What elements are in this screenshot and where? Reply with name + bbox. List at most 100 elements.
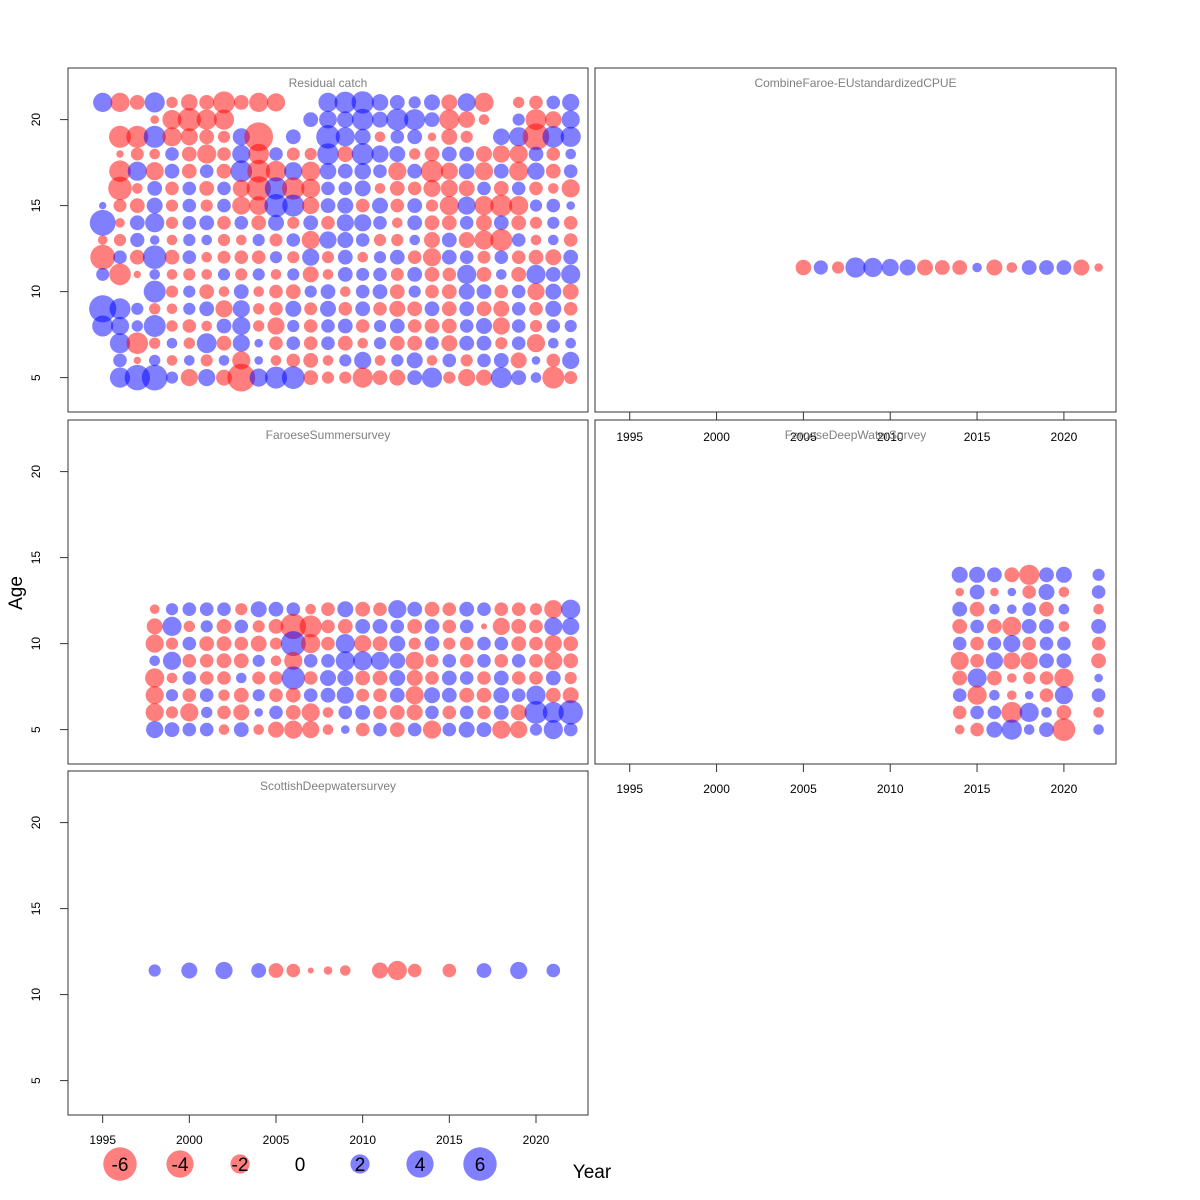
residual-bubble bbox=[457, 196, 476, 215]
residual-bubble bbox=[115, 218, 125, 228]
residual-bubble bbox=[372, 670, 388, 686]
residual-bubble bbox=[1058, 603, 1070, 615]
residual-bubble bbox=[270, 655, 282, 667]
residual-bubble bbox=[182, 181, 197, 196]
residual-bubble bbox=[181, 146, 197, 162]
residual-bubble bbox=[373, 705, 387, 720]
residual-bubble bbox=[441, 687, 457, 703]
residual-bubble bbox=[285, 300, 302, 317]
residual-bubble bbox=[286, 353, 301, 368]
residual-bubble bbox=[109, 125, 131, 148]
residual-bubble bbox=[1003, 635, 1021, 653]
residual-bubble bbox=[969, 566, 986, 583]
residual-bubble bbox=[493, 181, 509, 196]
residual-bubble bbox=[1054, 668, 1074, 688]
residual-bubble bbox=[459, 687, 475, 703]
y-tick-label: 15 bbox=[29, 902, 43, 916]
residual-bubble bbox=[184, 355, 195, 366]
residual-bubble bbox=[511, 688, 526, 702]
residual-bubble bbox=[562, 93, 580, 111]
residual-bubble bbox=[441, 318, 457, 334]
residual-bubble bbox=[524, 701, 548, 724]
residual-bubble bbox=[285, 284, 301, 299]
residual-bubble bbox=[457, 264, 477, 284]
residual-bubble bbox=[232, 196, 251, 215]
residual-bubble bbox=[233, 687, 249, 703]
residual-bubble bbox=[566, 201, 575, 210]
residual-bubble bbox=[301, 230, 320, 250]
residual-bubble bbox=[109, 367, 131, 388]
residual-bubble bbox=[545, 267, 561, 282]
residual-bubble bbox=[149, 269, 160, 280]
residual-bubble bbox=[795, 259, 812, 276]
residual-bubble bbox=[354, 351, 372, 369]
residual-bubble bbox=[269, 671, 283, 685]
residual-bubble bbox=[217, 250, 231, 264]
residual-bubble bbox=[881, 258, 899, 277]
legend-bubble bbox=[350, 1154, 370, 1174]
residual-bubble bbox=[390, 130, 405, 144]
residual-bubble bbox=[424, 301, 440, 317]
residual-bubble bbox=[389, 318, 405, 334]
residual-bubble bbox=[496, 269, 507, 280]
x-tick-label: 2000 bbox=[176, 1133, 203, 1147]
residual-bubble bbox=[407, 250, 422, 264]
residual-bubble bbox=[372, 962, 388, 979]
residual-bubble bbox=[1091, 653, 1106, 669]
residual-bubble bbox=[409, 234, 421, 246]
residual-bubble bbox=[252, 671, 266, 685]
residual-bubble bbox=[281, 366, 305, 389]
residual-bubble bbox=[199, 215, 215, 231]
residual-bubble bbox=[199, 95, 215, 110]
x-tick-label: 2005 bbox=[790, 782, 817, 796]
residual-bubble bbox=[317, 143, 339, 165]
residual-bubble bbox=[217, 671, 231, 685]
residual-bubble bbox=[109, 298, 131, 320]
residual-bubble bbox=[249, 368, 268, 387]
residual-bubble bbox=[181, 163, 197, 179]
legend-label: 0 bbox=[295, 1155, 306, 1176]
residual-bubble bbox=[1091, 585, 1106, 599]
residual-bubble bbox=[113, 199, 127, 213]
residual-bubble bbox=[338, 705, 353, 720]
residual-bubble bbox=[458, 283, 475, 300]
residual-bubble bbox=[531, 356, 541, 365]
residual-bubble bbox=[236, 234, 247, 246]
residual-bubble bbox=[1039, 722, 1054, 737]
residual-bubble bbox=[548, 337, 559, 349]
residual-bubble bbox=[90, 244, 116, 270]
residual-bubble bbox=[542, 126, 565, 148]
residual-bubble bbox=[513, 96, 525, 109]
residual-bubble bbox=[542, 366, 565, 389]
residual-bubble bbox=[371, 94, 389, 111]
residual-bubble bbox=[233, 722, 249, 737]
residual-bubble bbox=[389, 95, 405, 110]
residual-bubble bbox=[109, 263, 131, 286]
residual-bubble bbox=[476, 146, 492, 162]
residual-bubble bbox=[388, 600, 407, 619]
residual-bubble bbox=[268, 601, 284, 617]
residual-bubble bbox=[218, 689, 230, 701]
residual-bubble bbox=[388, 162, 407, 181]
residual-bubble bbox=[165, 181, 179, 196]
residual-bubble bbox=[286, 147, 300, 161]
residual-bubble bbox=[565, 148, 576, 160]
residual-bubble bbox=[407, 963, 422, 978]
residual-bubble bbox=[286, 233, 301, 247]
panels: Residual catch 5 10 15 20 CombineFaroe-EUstan… bbox=[29, 67, 1117, 1147]
residual-bubble bbox=[354, 635, 372, 653]
residual-bubble bbox=[1093, 603, 1104, 615]
residual-bubble bbox=[253, 320, 265, 332]
residual-bubble bbox=[113, 353, 127, 368]
residual-bubble bbox=[146, 197, 163, 214]
residual-bubble bbox=[251, 250, 266, 264]
residual-bubble bbox=[529, 302, 543, 316]
residual-bubble bbox=[494, 602, 509, 616]
residual-bubble bbox=[351, 143, 374, 165]
residual-bubble bbox=[386, 108, 409, 131]
residual-bubble bbox=[529, 654, 543, 668]
residual-bubble bbox=[529, 181, 543, 196]
residual-bubble bbox=[546, 198, 561, 213]
residual-bubble bbox=[477, 250, 491, 264]
residual-bubble bbox=[355, 670, 371, 686]
